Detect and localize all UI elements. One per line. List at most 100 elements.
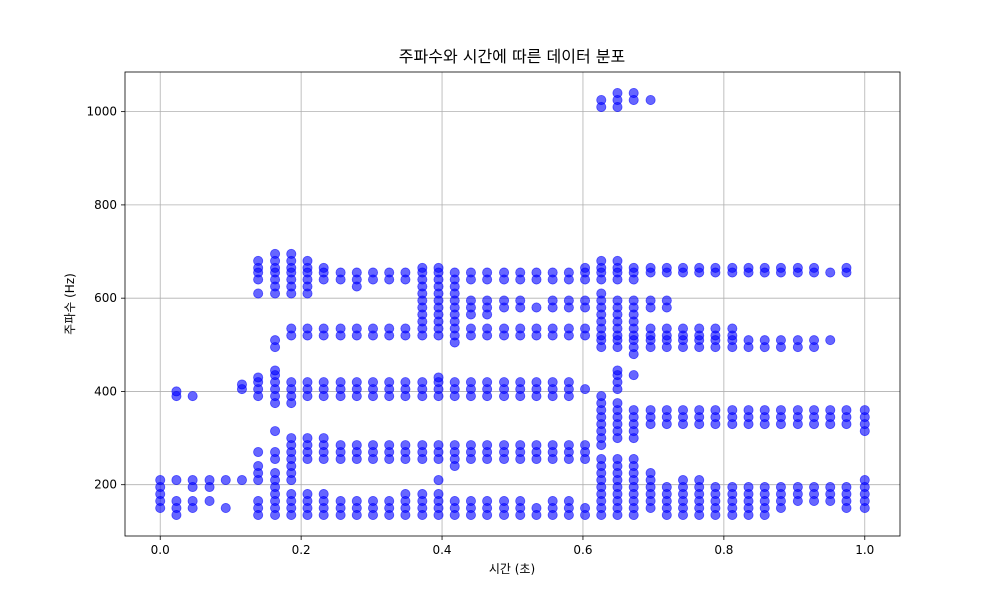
data-point <box>384 323 395 334</box>
x-tick-label: 0.4 <box>432 543 451 557</box>
data-point <box>515 323 526 334</box>
data-point <box>563 295 574 306</box>
data-point <box>286 433 297 444</box>
data-point <box>792 262 803 273</box>
data-point <box>286 323 297 334</box>
data-point <box>710 323 721 334</box>
data-point <box>318 489 329 500</box>
data-point <box>318 262 329 273</box>
data-point <box>775 262 786 273</box>
data-point <box>628 87 639 98</box>
data-point <box>236 379 247 390</box>
data-point <box>547 323 558 334</box>
data-point <box>499 323 510 334</box>
data-point <box>171 386 182 397</box>
data-point <box>580 384 591 395</box>
grid <box>125 72 900 536</box>
data-point <box>155 475 166 486</box>
data-point <box>302 323 313 334</box>
data-point <box>253 372 264 383</box>
data-point <box>367 496 378 507</box>
data-point <box>449 267 460 278</box>
data-point <box>286 489 297 500</box>
y-tick-label: 400 <box>94 384 117 398</box>
data-point <box>433 262 444 273</box>
y-tick-label: 200 <box>94 478 117 492</box>
data-point <box>531 440 542 451</box>
data-point <box>515 267 526 278</box>
data-point <box>270 447 281 458</box>
data-point <box>612 255 623 266</box>
data-point <box>270 365 281 376</box>
data-point <box>661 323 672 334</box>
data-point <box>187 475 198 486</box>
data-point <box>253 288 264 299</box>
y-tick-label: 600 <box>94 291 117 305</box>
data-point <box>809 335 820 346</box>
data-point <box>645 468 656 479</box>
data-point <box>465 267 476 278</box>
data-point <box>580 323 591 334</box>
data-point <box>482 496 493 507</box>
data-point <box>417 440 428 451</box>
data-point <box>759 482 770 493</box>
data-point <box>628 295 639 306</box>
data-point <box>335 323 346 334</box>
data-point <box>661 295 672 306</box>
data-point <box>809 405 820 416</box>
data-point <box>612 87 623 98</box>
data-point <box>580 440 591 451</box>
data-point <box>335 440 346 451</box>
data-point <box>367 440 378 451</box>
data-point <box>694 323 705 334</box>
data-point <box>515 377 526 388</box>
data-point <box>302 255 313 266</box>
data-point <box>236 475 247 486</box>
data-point <box>417 489 428 500</box>
data-point <box>743 262 754 273</box>
data-point <box>809 262 820 273</box>
data-point <box>759 262 770 273</box>
data-point <box>302 433 313 444</box>
data-point <box>825 267 836 278</box>
data-points <box>155 87 870 521</box>
data-point <box>775 482 786 493</box>
data-point <box>384 267 395 278</box>
data-point <box>596 288 607 299</box>
data-point <box>661 262 672 273</box>
data-point <box>531 323 542 334</box>
data-point <box>171 475 182 486</box>
data-point <box>515 496 526 507</box>
data-point <box>563 496 574 507</box>
data-point <box>531 377 542 388</box>
data-point <box>612 398 623 409</box>
data-point <box>253 496 264 507</box>
x-axis-label: 시간 (초) <box>489 562 535 576</box>
data-point <box>645 405 656 416</box>
data-point <box>563 323 574 334</box>
data-point <box>661 482 672 493</box>
data-point <box>499 295 510 306</box>
data-point <box>775 405 786 416</box>
data-point <box>531 302 542 313</box>
data-point <box>253 255 264 266</box>
data-point <box>335 377 346 388</box>
data-point <box>253 461 264 472</box>
y-axis-label: 주파수 (Hz) <box>63 273 77 335</box>
chart-title: 주파수와 시간에 따른 데이터 분포 <box>399 47 625 66</box>
x-tick-label: 0.0 <box>151 543 170 557</box>
data-point <box>433 489 444 500</box>
data-point <box>727 405 738 416</box>
data-point <box>400 323 411 334</box>
data-point <box>515 440 526 451</box>
data-point <box>465 377 476 388</box>
data-point <box>220 503 231 514</box>
data-point <box>220 475 231 486</box>
data-point <box>270 335 281 346</box>
data-point <box>482 440 493 451</box>
data-point <box>367 377 378 388</box>
data-point <box>384 440 395 451</box>
data-point <box>859 405 870 416</box>
data-point <box>645 323 656 334</box>
data-point <box>351 267 362 278</box>
